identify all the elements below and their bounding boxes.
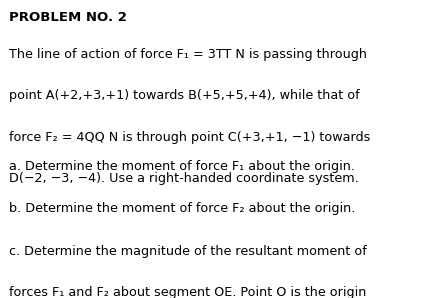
Text: The line of action of force F₁ = 3TT N is passing through: The line of action of force F₁ = 3TT N i…: [9, 48, 366, 61]
Text: point A(+2,+3,+1) towards B(+5,+5,+4), while that of: point A(+2,+3,+1) towards B(+5,+5,+4), w…: [9, 89, 359, 103]
Text: b. Determine the moment of force F₂ about the origin.: b. Determine the moment of force F₂ abou…: [9, 202, 355, 215]
Text: PROBLEM NO. 2: PROBLEM NO. 2: [9, 11, 127, 24]
Text: forces F₁ and F₂ about segment OE. Point O is the origin: forces F₁ and F₂ about segment OE. Point…: [9, 286, 366, 298]
Text: a. Determine the moment of force F₁ about the origin.: a. Determine the moment of force F₁ abou…: [9, 160, 354, 173]
Text: force F₂ = 4QQ N is through point C(+3,+1, −1) towards: force F₂ = 4QQ N is through point C(+3,+…: [9, 131, 370, 144]
Text: c. Determine the magnitude of the resultant moment of: c. Determine the magnitude of the result…: [9, 245, 366, 258]
Text: D(−2, −3, −4). Use a right-handed coordinate system.: D(−2, −3, −4). Use a right-handed coordi…: [9, 172, 358, 185]
